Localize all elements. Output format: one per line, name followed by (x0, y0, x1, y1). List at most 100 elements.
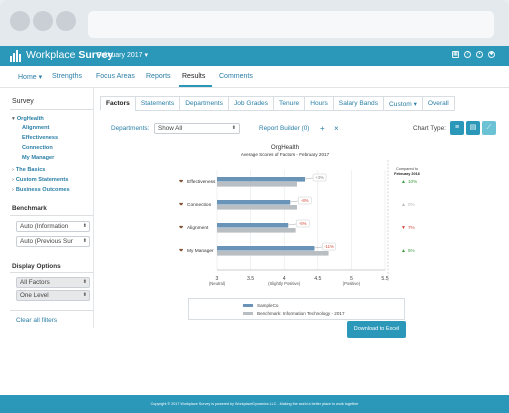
category-label: Alignment (187, 225, 209, 231)
tree-item-connection[interactable]: Connection (22, 145, 53, 151)
benchmark-bar (217, 182, 297, 187)
compare-header-1: Compared to (396, 167, 418, 171)
caret-right-icon: › (12, 177, 14, 183)
tree-item-my-manager[interactable]: My Manager (22, 155, 55, 161)
legend-item-sampleco: SampleCo (243, 303, 278, 308)
x-tick-sublabel: (Neutral) (209, 281, 226, 286)
sidebar-divider (10, 310, 94, 311)
factor-level-select[interactable]: All Factors ⬍ (16, 277, 90, 288)
tab-hours[interactable]: Hours (304, 96, 333, 111)
heart-icon: ❤ (179, 225, 183, 231)
sidebar-content-divider (93, 88, 94, 328)
tree-item-business-outcomes[interactable]: › Business Outcomes (12, 187, 70, 193)
tab-factors[interactable]: Factors (100, 96, 135, 111)
add-icon[interactable]: + (320, 124, 325, 133)
change-value: 0% (408, 202, 415, 207)
nav-focus-areas[interactable]: Focus Areas (96, 73, 135, 80)
select-arrows-icon: ⬍ (231, 125, 236, 131)
caret-right-icon: › (12, 187, 14, 193)
x-tick-label: 5.5 (381, 276, 388, 282)
category-label: Connection (187, 202, 212, 208)
difference-callout-box (297, 196, 312, 205)
list-chart-icon[interactable]: ≡ (450, 121, 464, 135)
window-maximize-dot[interactable] (56, 11, 76, 31)
user-icon[interactable]: • (476, 51, 483, 58)
grid-icon[interactable]: ▦ (452, 51, 459, 58)
breakdown-tabs: Factors Statements Departments Job Grade… (100, 96, 455, 112)
chart-type-label: Chart Type: (413, 125, 446, 132)
arrow-up-icon: ▲ (401, 202, 406, 208)
tab-statements[interactable]: Statements (134, 96, 180, 111)
sampleco-bar (217, 246, 315, 251)
tab-salary-bands[interactable]: Salary Bands (332, 96, 384, 111)
select-arrows-icon: ⬍ (82, 238, 87, 244)
tree-item-alignment[interactable]: Alignment (22, 125, 50, 131)
chart-subtitle: Average Scores of Factors - February 201… (241, 152, 330, 157)
benchmark-bar (217, 251, 329, 256)
address-bar[interactable] (88, 11, 494, 38)
change-value: 7% (408, 225, 415, 230)
difference-label: +3% (315, 175, 324, 180)
chart-legend: SampleCo Benchmark: Information Technolo… (188, 298, 405, 320)
benchmark-select-1[interactable]: Auto (Information ⬍ (16, 221, 90, 232)
nav-reports[interactable]: Reports (146, 73, 171, 80)
select-arrows-icon: ⬍ (82, 292, 87, 298)
tab-custom[interactable]: Custom ▾ (383, 96, 422, 111)
legend-item-benchmark: Benchmark: Information Technology - 2017 (243, 311, 345, 316)
factor-scores-chart: OrgHealth Average Scores of Factors - Fe… (179, 144, 420, 286)
callout-pointer (288, 223, 297, 226)
gear-icon[interactable]: ✱ (488, 51, 495, 58)
close-icon[interactable]: × (334, 124, 339, 133)
line-chart-icon[interactable]: ⟋ (482, 121, 496, 135)
bar-chart-icon[interactable]: ▤ (466, 121, 480, 135)
compare-header-2: February 2016 (394, 172, 420, 176)
clear-filters-link[interactable]: Clear all filters (16, 317, 58, 324)
content-area: Survey ▾ OrgHealth Alignment Effectivenes… (0, 88, 509, 395)
caret-right-icon: › (12, 167, 14, 173)
nav-home[interactable]: Home ▾ (18, 74, 43, 81)
nav-results[interactable]: Results (182, 73, 206, 80)
tab-job-grades[interactable]: Job Grades (227, 96, 274, 111)
departments-label: Departments: (111, 125, 150, 132)
arrow-up-icon: ▲ (401, 179, 406, 185)
tab-overall[interactable]: Overall (421, 96, 455, 111)
nav-strengths[interactable]: Strengths (52, 73, 82, 80)
nav-comments[interactable]: Comments (219, 73, 253, 80)
help-icon[interactable]: ? (464, 51, 471, 58)
report-builder-link[interactable]: Report Builder (0) (259, 125, 310, 132)
survey-heading: Survey (12, 98, 34, 105)
tree-item-orghealth[interactable]: ▾ OrgHealth (12, 116, 44, 122)
level-depth-select[interactable]: One Level ⬍ (16, 290, 90, 301)
benchmark-heading: Benchmark (12, 205, 47, 212)
tree-item-effectiveness[interactable]: Effectiveness (22, 135, 59, 141)
departments-select[interactable]: Show All ⬍ (154, 123, 240, 134)
tab-tenure[interactable]: Tenure (273, 96, 305, 111)
change-value: 10% (408, 179, 417, 184)
browser-chrome (0, 0, 509, 46)
download-to-excel-button[interactable]: Download to Excel (347, 321, 406, 338)
sampleco-bar (217, 200, 291, 205)
active-nav-indicator (179, 85, 212, 87)
sidebar-divider (10, 215, 94, 216)
callout-pointer (290, 200, 299, 203)
window-close-dot[interactable] (10, 11, 30, 31)
benchmark-select-2[interactable]: Auto (Previous Sur ⬍ (16, 236, 90, 247)
bar-chart-logo-icon (10, 50, 21, 62)
callout-pointer (305, 177, 314, 180)
tree-item-custom-statements[interactable]: › Custom Statements (12, 177, 69, 183)
chart-title: OrgHealth (271, 144, 300, 151)
window-minimize-dot[interactable] (33, 11, 53, 31)
main-nav: Home ▾ Strengths Focus Areas Reports Res… (0, 66, 509, 88)
change-value: 5% (408, 248, 415, 253)
footer-copyright: Copyright © 2017 Workplace Survey is pow… (0, 395, 509, 413)
tab-departments[interactable]: Departments (179, 96, 228, 111)
legend-swatch (243, 312, 253, 316)
tree-item-the-basics[interactable]: › The Basics (12, 167, 46, 173)
sidebar-divider (10, 272, 94, 273)
difference-label: -11% (324, 244, 334, 249)
display-options-heading: Display Options (12, 263, 61, 270)
x-tick-label: 3.5 (247, 276, 254, 282)
heart-icon: ❤ (179, 248, 183, 254)
period-selector[interactable]: February 2017 ▾ (97, 52, 148, 59)
x-tick-label: 3 (216, 276, 219, 282)
